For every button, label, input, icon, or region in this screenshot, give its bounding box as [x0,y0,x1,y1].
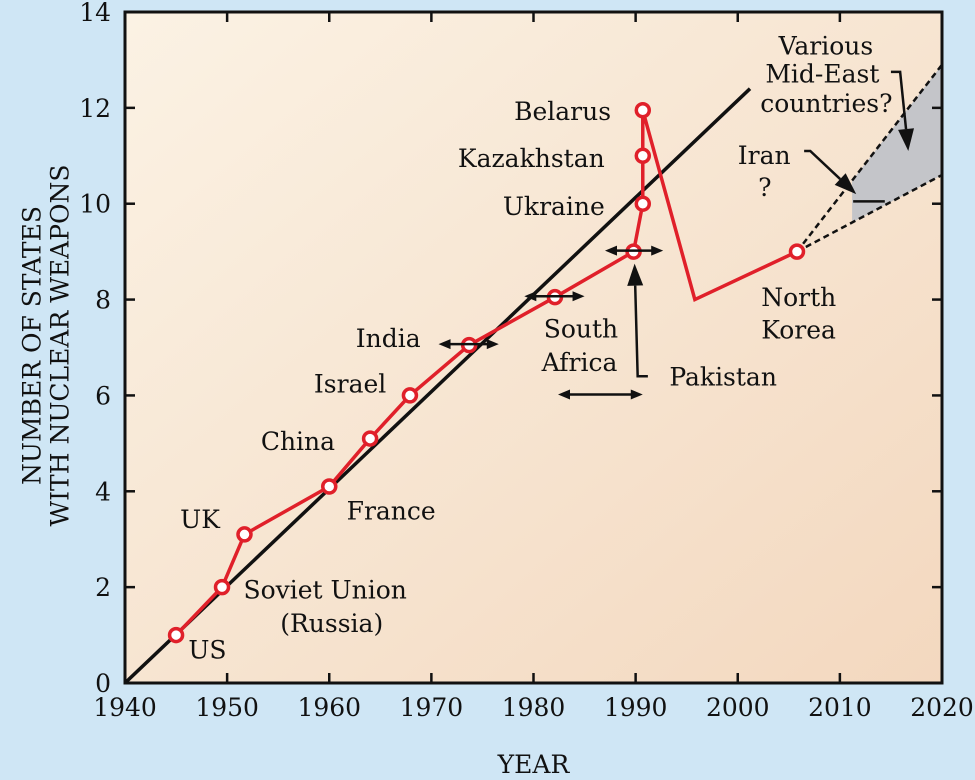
x-tick-label: 1990 [604,693,668,722]
x-tick-label: 1970 [400,693,464,722]
projection-region [795,63,943,253]
data-series [167,102,806,644]
projection-shading [852,64,942,223]
annotation-label: North [761,283,836,312]
double-arrow-head [604,245,617,256]
x-tick-label: 2020 [910,693,974,722]
y-tick-label: 6 [95,381,111,410]
data-point [788,243,806,260]
pointer-arrow-shaft [890,70,908,130]
double-arrow-head [524,291,537,302]
x-tick-label: 1980 [502,693,566,722]
y-tick-label: 8 [95,286,111,315]
annotation-label: (Russia) [280,609,383,638]
annotation-label: Africa [541,348,618,377]
annotation-label: Mid-East [765,59,879,88]
annotation-label: UK [180,505,221,534]
pointer-arrow-head [834,173,857,195]
plot-background [125,12,942,683]
data-point [401,387,419,404]
annotation-label: China [261,427,335,456]
annotation-label: Kazakhstan [458,144,605,173]
annotation-label: Iran [738,141,791,170]
annotation-label: France [347,496,436,525]
annotation-labels: US Soviet Union (Russia) UK France China Israe… [180,32,892,665]
projection-lower-line [796,173,943,253]
double-arrow-head [486,339,499,350]
y-tick-label: 12 [79,94,111,123]
data-point [634,102,652,119]
annotation-label: Israel [314,369,386,398]
annotation-label: Various [778,32,874,61]
annotation-label: Ukraine [503,192,605,221]
y-tick-label: 2 [95,573,111,602]
data-point [236,526,253,543]
data-point [634,147,652,165]
data-point [321,478,338,495]
annotation-label: South [544,314,618,343]
pointer-arrow-head [627,263,644,286]
y-tick-label: 14 [79,0,111,27]
annotation-arrows [438,70,914,400]
x-tick-label: 2000 [706,693,770,722]
pointer-arrow-shaft [633,285,648,378]
pointer-arrow-head [898,128,914,151]
annotation-label: Korea [761,315,836,344]
double-arrow-head [558,389,571,400]
x-tick-label: 2010 [808,693,872,722]
annotation-label: countries? [760,89,892,118]
data-point [361,430,379,447]
pointer-arrow-shaft [804,149,842,180]
double-arrow-head [630,389,643,400]
axes: 1940 1950 1960 1970 1980 1990 2000 2010 2020 0 2 4 6… [18,0,974,779]
x-tick-label: 1960 [297,693,361,722]
annotation-label: ? [758,173,771,202]
data-point [167,626,185,644]
double-arrow-head [651,245,664,256]
annotation-label: US [188,635,226,664]
y-tick-label: 0 [95,669,111,698]
annotation-label: Soviet Union [243,576,406,605]
annotation-label: Belarus [514,97,611,126]
y-axis-title-line: NUMBER OF STATES [18,206,47,485]
y-axis-title-line: WITH NUCLEAR WEAPONS [46,164,75,526]
x-tick-label: 1940 [93,693,157,722]
x-tick-label: 1950 [195,693,259,722]
annotation-label: Pakistan [669,362,777,391]
y-tick-label: 10 [79,190,111,219]
data-point [213,578,231,596]
y-tick-label: 4 [95,477,111,506]
double-arrow-head [572,291,585,302]
annotation-label: India [356,324,421,353]
x-axis-title: YEAR [497,750,571,775]
data-point [634,195,652,212]
double-arrow-head [438,339,451,350]
